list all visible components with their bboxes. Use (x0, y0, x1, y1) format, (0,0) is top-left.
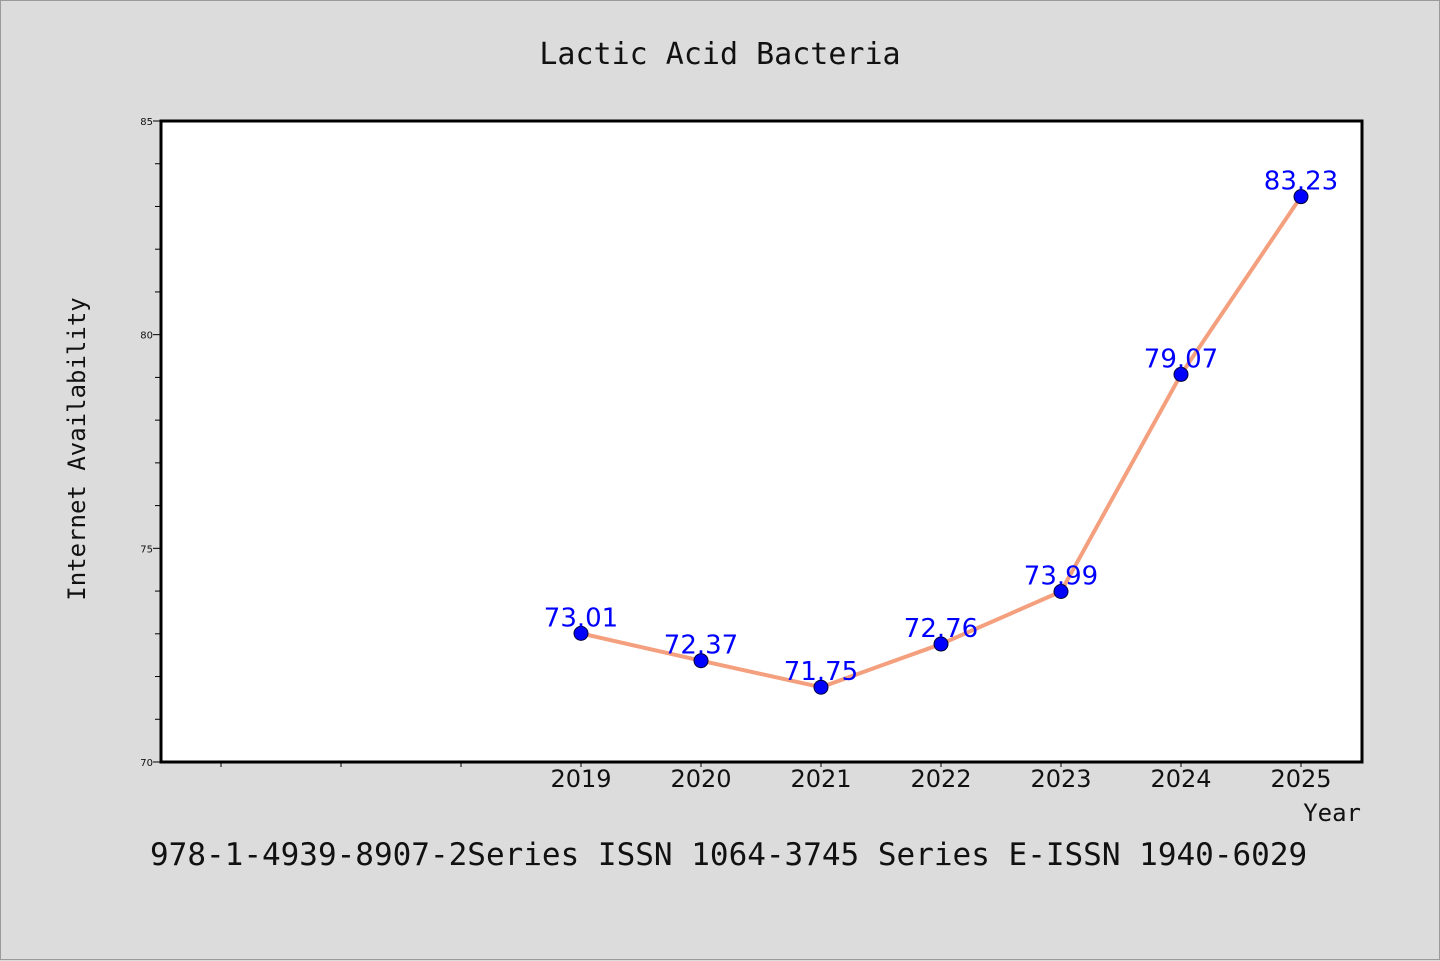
data-point-marker (573, 625, 589, 641)
y-tick-labels: 70 75 80 85 (140, 117, 153, 769)
x-tick-label: 2025 (1270, 765, 1331, 793)
chart-title: Lactic Acid Bacteria (539, 37, 900, 72)
data-point-marker (933, 636, 949, 652)
x-tick-label: 2019 (550, 765, 611, 793)
data-point-marker (1293, 189, 1309, 205)
axis-ticks (153, 120, 1302, 767)
data-label: 73.01 (544, 603, 618, 633)
data-label: 73.99 (1024, 561, 1098, 591)
plot-area (159, 119, 1364, 764)
data-point-marker (693, 653, 709, 669)
x-tick-label: 2024 (1150, 765, 1211, 793)
x-tick-label: 2023 (1030, 765, 1091, 793)
x-tick-labels: 2019 2020 2021 2022 2023 2024 2025 (550, 765, 1331, 793)
y-tick-label: 75 (140, 544, 153, 555)
data-label: 83.23 (1264, 167, 1338, 197)
y-tick-label: 70 (140, 758, 153, 769)
data-point-marker (813, 679, 829, 695)
footer-isbn-issn: 978-1-4939-8907-2Series ISSN 1064-3745 S… (150, 837, 1307, 873)
y-tick-label: 85 (140, 117, 153, 128)
x-tick-label: 2022 (910, 765, 971, 793)
data-label: 71.75 (784, 657, 858, 687)
y-axis-label: Internet Availability (63, 297, 91, 600)
data-label: 72.76 (904, 614, 978, 644)
x-tick-label: 2020 (670, 765, 731, 793)
marker-group (573, 189, 1309, 695)
data-label-group: 73.01 72.37 71.75 72.76 73.99 79.07 83.23 (544, 167, 1338, 688)
x-tick-label: 2021 (790, 765, 851, 793)
data-point-marker (1053, 583, 1069, 599)
x-axis-label: Year (1303, 799, 1361, 827)
data-label: 79.07 (1144, 344, 1218, 374)
data-point-marker (1173, 366, 1189, 382)
data-label: 72.37 (664, 631, 738, 661)
y-tick-label: 80 (140, 331, 153, 342)
